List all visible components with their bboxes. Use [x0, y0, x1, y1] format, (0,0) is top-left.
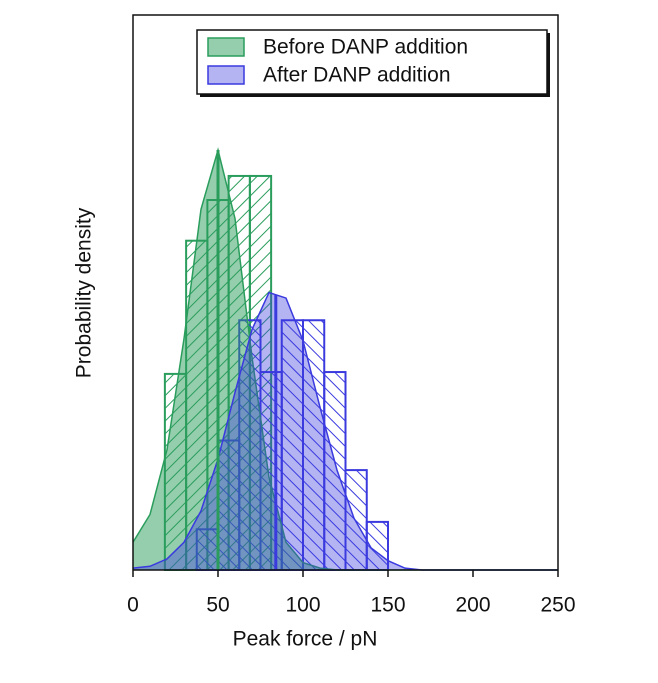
x-tick-label: 150: [370, 594, 405, 617]
x-tick-label: 50: [206, 594, 229, 617]
x-tick-label: 100: [285, 594, 320, 617]
legend: Before DANP addition After DANP addition: [196, 29, 550, 97]
plot-frame: [132, 14, 559, 570]
y-axis-label: Probability density: [73, 207, 96, 378]
x-axis-label: Peak force / pN: [233, 628, 378, 651]
x-tick-label: 200: [455, 594, 490, 617]
legend-swatch: [207, 65, 245, 85]
x-tick-label: 250: [540, 594, 575, 617]
fit-area: [133, 292, 558, 570]
legend-label: After DANP addition: [263, 64, 451, 87]
legend-box: [196, 29, 548, 95]
x-tick-label: 0: [127, 594, 139, 617]
legend-label: Before DANP addition: [263, 36, 468, 59]
legend-swatch: [207, 37, 245, 57]
